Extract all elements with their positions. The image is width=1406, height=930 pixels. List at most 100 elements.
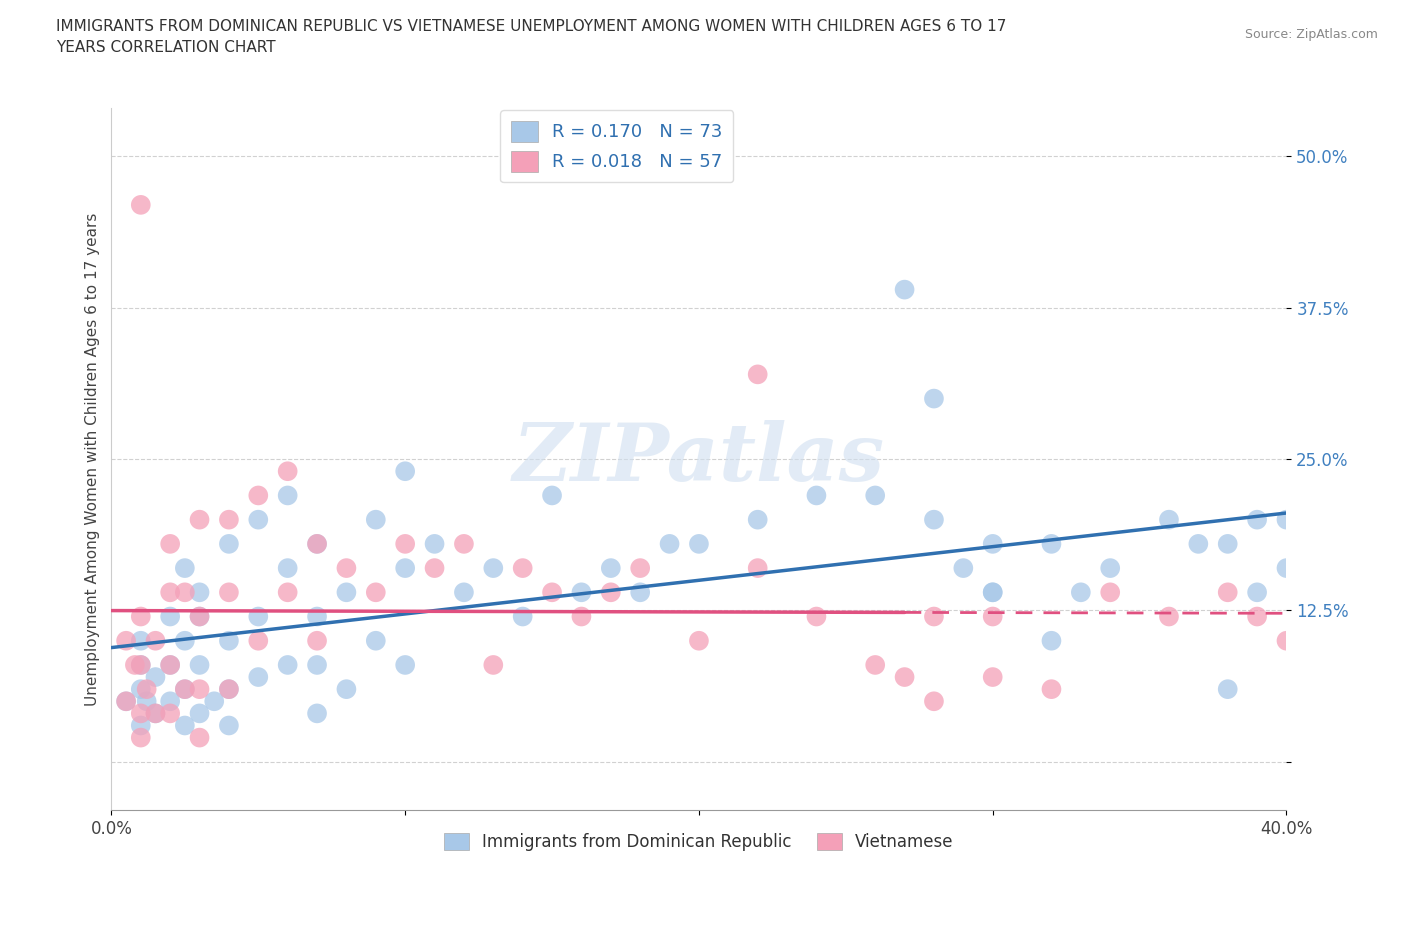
Point	[218, 537, 240, 551]
Point	[1275, 512, 1298, 527]
Point	[173, 585, 195, 600]
Point	[688, 633, 710, 648]
Point	[159, 658, 181, 672]
Point	[922, 512, 945, 527]
Point	[188, 609, 211, 624]
Point	[129, 730, 152, 745]
Point	[188, 512, 211, 527]
Point	[173, 561, 195, 576]
Point	[1216, 537, 1239, 551]
Point	[159, 585, 181, 600]
Point	[129, 718, 152, 733]
Point	[173, 633, 195, 648]
Point	[218, 718, 240, 733]
Point	[628, 585, 651, 600]
Point	[145, 670, 167, 684]
Point	[115, 633, 138, 648]
Point	[482, 561, 505, 576]
Point	[922, 694, 945, 709]
Point	[188, 609, 211, 624]
Point	[159, 706, 181, 721]
Point	[202, 694, 225, 709]
Point	[277, 658, 299, 672]
Point	[688, 537, 710, 551]
Point	[188, 730, 211, 745]
Point	[394, 537, 416, 551]
Point	[145, 706, 167, 721]
Legend: Immigrants from Dominican Republic, Vietnamese: Immigrants from Dominican Republic, Viet…	[437, 827, 960, 858]
Point	[571, 609, 593, 624]
Point	[1040, 537, 1063, 551]
Point	[173, 682, 195, 697]
Point	[173, 682, 195, 697]
Point	[1099, 585, 1122, 600]
Point	[305, 633, 328, 648]
Point	[747, 367, 769, 382]
Point	[806, 488, 828, 503]
Point	[305, 706, 328, 721]
Point	[1275, 633, 1298, 648]
Point	[335, 682, 357, 697]
Point	[124, 658, 146, 672]
Point	[188, 658, 211, 672]
Point	[129, 658, 152, 672]
Point	[1275, 561, 1298, 576]
Point	[893, 670, 915, 684]
Point	[571, 585, 593, 600]
Point	[335, 585, 357, 600]
Point	[159, 658, 181, 672]
Point	[173, 718, 195, 733]
Point	[512, 561, 534, 576]
Point	[453, 585, 475, 600]
Point	[247, 609, 270, 624]
Text: IMMIGRANTS FROM DOMINICAN REPUBLIC VS VIETNAMESE UNEMPLOYMENT AMONG WOMEN WITH C: IMMIGRANTS FROM DOMINICAN REPUBLIC VS VI…	[56, 19, 1007, 55]
Point	[394, 561, 416, 576]
Point	[1070, 585, 1092, 600]
Point	[135, 682, 157, 697]
Point	[541, 488, 564, 503]
Point	[305, 658, 328, 672]
Point	[129, 609, 152, 624]
Point	[188, 706, 211, 721]
Point	[1099, 561, 1122, 576]
Point	[981, 670, 1004, 684]
Y-axis label: Unemployment Among Women with Children Ages 6 to 17 years: Unemployment Among Women with Children A…	[86, 212, 100, 706]
Point	[335, 561, 357, 576]
Point	[394, 658, 416, 672]
Point	[305, 537, 328, 551]
Point	[145, 706, 167, 721]
Point	[1216, 682, 1239, 697]
Point	[599, 585, 621, 600]
Point	[599, 561, 621, 576]
Point	[394, 464, 416, 479]
Point	[981, 585, 1004, 600]
Point	[218, 682, 240, 697]
Point	[541, 585, 564, 600]
Point	[305, 609, 328, 624]
Point	[277, 585, 299, 600]
Point	[129, 682, 152, 697]
Point	[863, 658, 886, 672]
Point	[364, 633, 387, 648]
Point	[218, 512, 240, 527]
Point	[129, 658, 152, 672]
Point	[423, 537, 446, 551]
Point	[922, 392, 945, 406]
Point	[1040, 633, 1063, 648]
Point	[305, 537, 328, 551]
Point	[188, 682, 211, 697]
Point	[952, 561, 974, 576]
Point	[218, 682, 240, 697]
Point	[806, 609, 828, 624]
Point	[135, 694, 157, 709]
Point	[1246, 512, 1268, 527]
Point	[115, 694, 138, 709]
Point	[453, 537, 475, 551]
Point	[247, 488, 270, 503]
Point	[129, 706, 152, 721]
Point	[159, 537, 181, 551]
Text: ZIPatlas: ZIPatlas	[513, 420, 884, 498]
Point	[628, 561, 651, 576]
Point	[747, 561, 769, 576]
Point	[115, 694, 138, 709]
